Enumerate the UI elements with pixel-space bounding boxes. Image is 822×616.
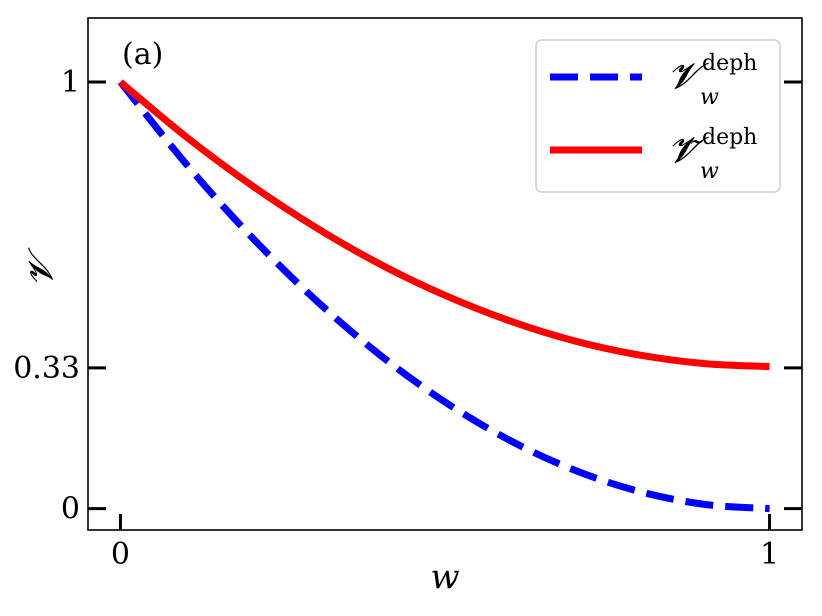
legend-entry-1: 𝓥̃ deph — [668, 125, 757, 171]
ticks: 0 1 0 0.33 1 — [13, 65, 802, 572]
x-tick-label-0: 0 — [111, 537, 130, 572]
x-tick-label-1: 1 — [760, 537, 779, 572]
legend-entry-0-sup: deph — [702, 51, 757, 76]
y-axis-label: 𝓥 — [21, 247, 61, 286]
legend-entry-1-sub: w — [700, 159, 719, 184]
y-tick-label-2: 1 — [61, 65, 80, 100]
panel-label: (a) — [122, 37, 163, 72]
y-tick-label-1: 0.33 — [13, 351, 80, 386]
legend-entry-0-sub: w — [700, 85, 719, 110]
series-line-1 — [118, 79, 770, 371]
plot-frame — [87, 17, 803, 531]
series-layer — [117, 79, 770, 513]
legend-entry-1-sup: deph — [702, 125, 757, 150]
x-axis-label: w — [430, 557, 459, 597]
series-line-0 — [117, 79, 770, 513]
y-tick-label-0: 0 — [61, 492, 80, 527]
